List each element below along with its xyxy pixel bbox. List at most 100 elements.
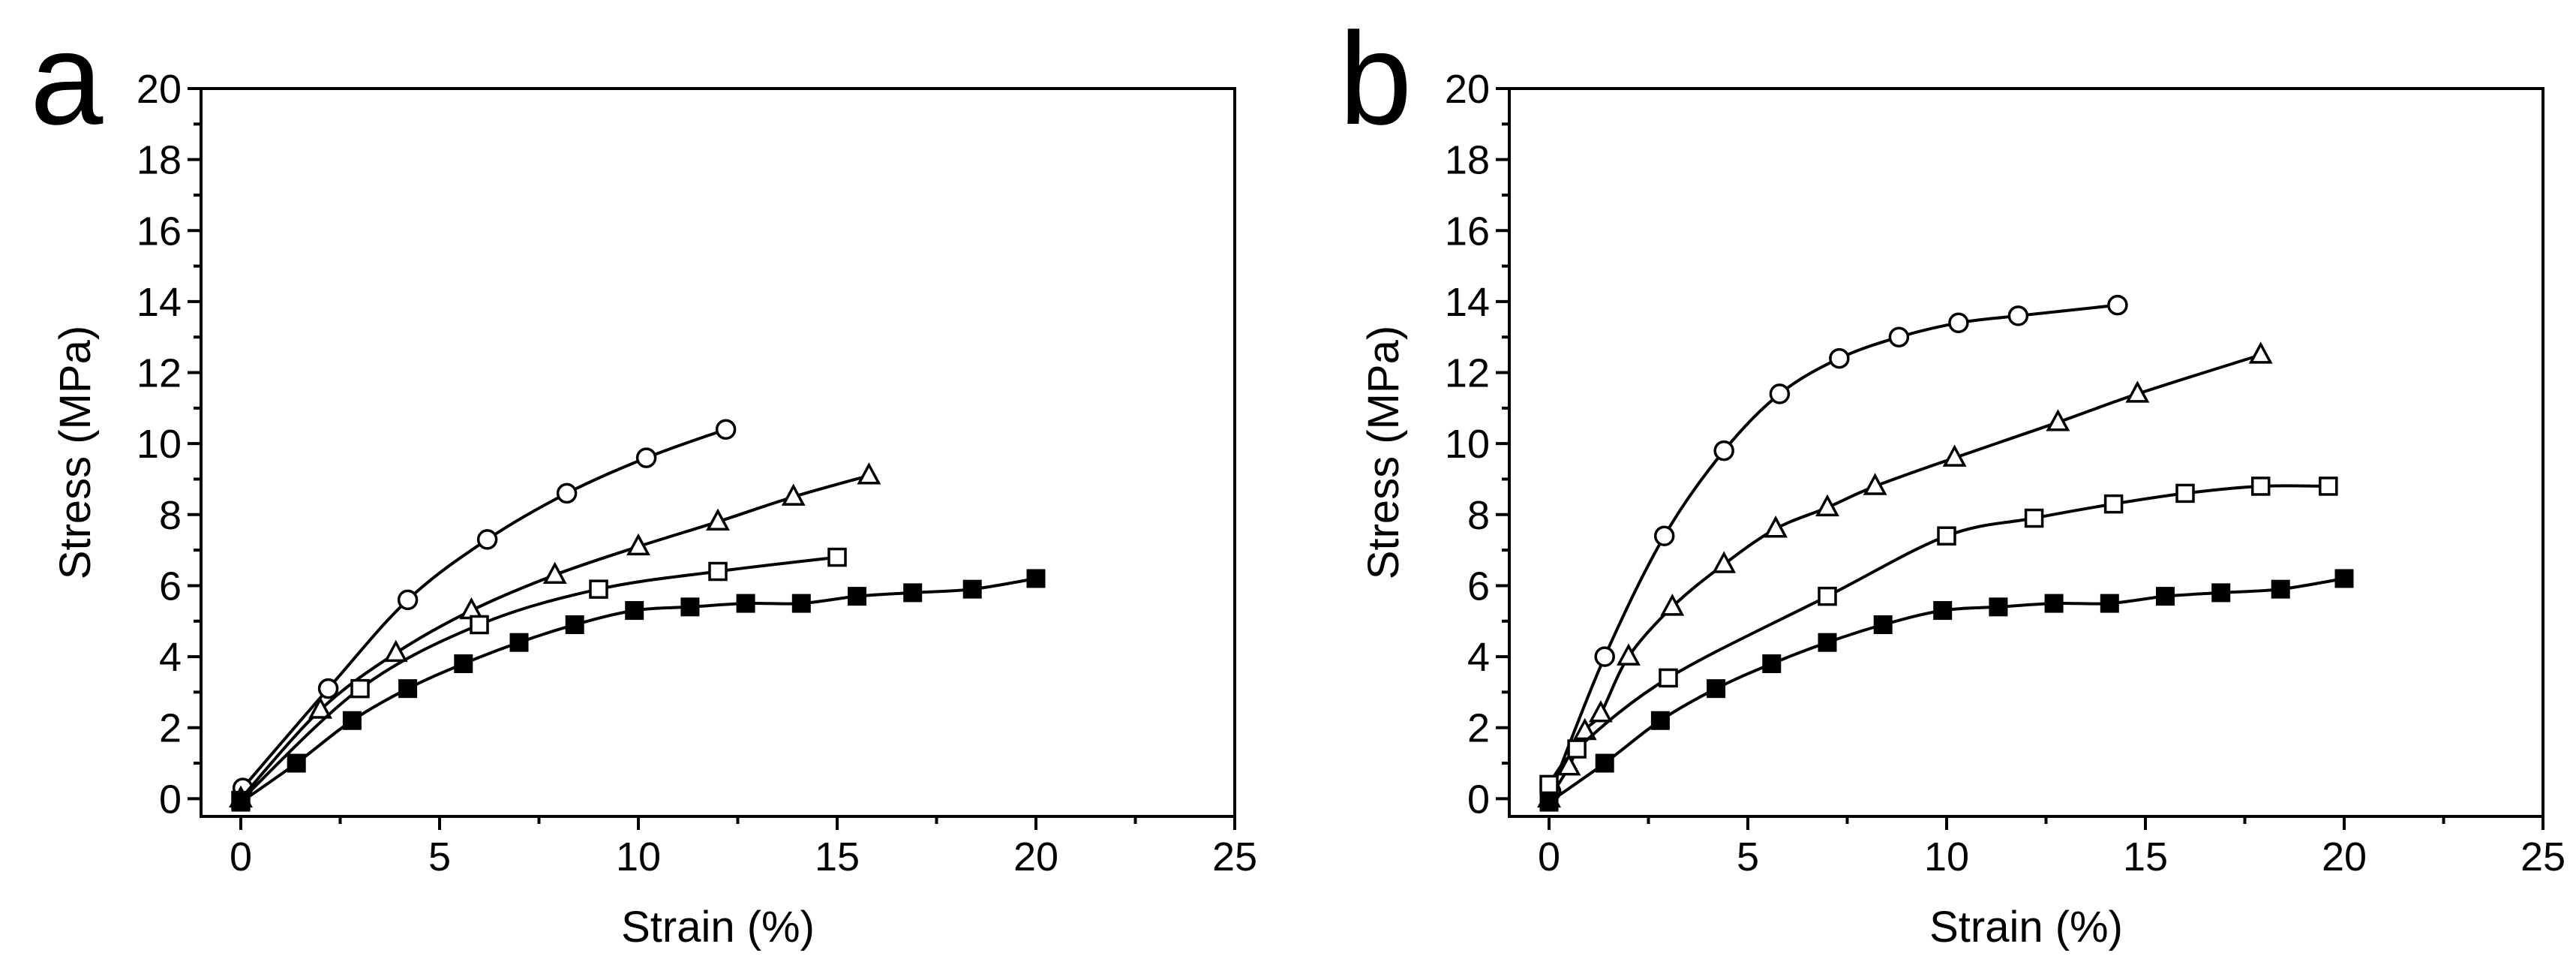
data-point-square-filled — [2100, 594, 2119, 613]
x-tick-label: 20 — [1013, 834, 1058, 879]
x-tick-label: 15 — [2123, 834, 2168, 879]
data-point-square-filled — [1650, 711, 1670, 730]
panel-a-plot-frame — [200, 87, 1236, 818]
panel-a-y-axis-title: Stress (MPa) — [51, 326, 100, 579]
x-tick-label: 10 — [616, 834, 661, 879]
y-tick-label: 20 — [137, 67, 182, 112]
data-point-triangle — [308, 696, 332, 719]
data-point-circle — [1653, 525, 1675, 546]
data-point-circle — [476, 529, 498, 550]
data-point-square-open — [2250, 476, 2271, 496]
data-point-circle — [1829, 347, 1850, 369]
data-point-triangle — [2248, 341, 2273, 364]
panel-b-letter: b — [1339, 6, 1412, 152]
data-point-circle — [635, 447, 657, 468]
data-point-square-open — [2024, 508, 2044, 528]
y-tick-label: 8 — [159, 493, 182, 538]
y-tick-label: 14 — [1445, 280, 1490, 325]
y-tick-label: 8 — [1467, 493, 1490, 538]
data-point-square-open — [1567, 739, 1587, 759]
panel-b: b Strain (%) Stress (MPa) 0 5 10 15 20 25 0 2 4 6… — [1339, 6, 2565, 951]
panel-b-ticks: 0 5 10 15 20 25 0 2 4 6 8 10 12 14 16 18 20 — [1445, 67, 2565, 879]
data-point-square-filled — [454, 654, 473, 674]
data-point-square-filled — [2044, 594, 2064, 613]
data-point-triangle — [1815, 494, 1839, 517]
panel-a-series — [229, 419, 1046, 812]
data-point-square-filled — [962, 579, 982, 599]
y-tick-label: 10 — [1445, 422, 1490, 467]
data-point-circle — [715, 419, 737, 440]
x-tick-label: 5 — [428, 834, 451, 879]
y-tick-label: 4 — [159, 635, 182, 680]
data-point-square-filled — [1762, 654, 1782, 674]
data-point-triangle — [1660, 594, 1685, 616]
data-point-square-open — [350, 678, 370, 699]
data-point-square-open — [589, 579, 608, 599]
data-point-square-open — [1818, 586, 1837, 606]
data-point-circle — [317, 678, 339, 699]
data-point-triangle — [1712, 551, 1737, 573]
data-point-square-filled — [736, 594, 755, 613]
series-line-triangle — [239, 473, 869, 800]
data-point-triangle — [706, 508, 730, 531]
x-tick-label: 0 — [230, 834, 252, 879]
x-tick-label: 0 — [1538, 834, 1560, 879]
panel-a-ticks: 0 5 10 15 20 25 0 2 4 6 8 10 12 14 16 18 20 — [137, 67, 1257, 879]
data-point-square-filled — [1873, 615, 1893, 634]
data-point-square-open — [827, 547, 847, 567]
y-tick-label: 16 — [137, 209, 182, 254]
data-point-circle — [1769, 383, 1791, 404]
data-point-circle — [397, 589, 419, 611]
data-point-square-open — [2103, 494, 2124, 514]
data-point-square-filled — [2271, 579, 2290, 599]
y-tick-label: 18 — [137, 138, 182, 183]
y-tick-label: 20 — [1445, 67, 1490, 112]
y-tick-label: 2 — [1467, 706, 1490, 751]
data-point-square-filled — [1707, 679, 1726, 699]
data-point-circle — [1888, 326, 1910, 347]
y-tick-label: 18 — [1445, 138, 1490, 183]
x-tick-label: 5 — [1737, 834, 1759, 879]
series-line-triangle — [1548, 353, 2262, 800]
data-point-square-filled — [509, 633, 529, 652]
y-tick-label: 6 — [1467, 564, 1490, 609]
data-point-square-filled — [398, 679, 418, 699]
x-tick-label: 25 — [2520, 834, 2565, 879]
data-point-square-filled — [1539, 792, 1559, 812]
panel-a-letter: a — [30, 6, 104, 152]
y-tick-label: 0 — [159, 777, 182, 822]
panel-b-plot-frame — [1508, 87, 2544, 818]
data-point-square-filled — [342, 711, 362, 730]
data-point-triangle — [1557, 753, 1581, 776]
data-point-square-open — [1539, 774, 1559, 795]
data-point-square-open — [2175, 483, 2195, 504]
data-point-square-open — [2319, 476, 2338, 496]
data-point-square-open — [470, 615, 489, 635]
data-point-triangle — [383, 639, 408, 663]
data-point-square-filled — [625, 601, 644, 621]
data-point-square-filled — [2156, 587, 2175, 606]
data-point-triangle — [542, 561, 567, 584]
data-point-square-filled — [2334, 569, 2354, 588]
data-point-square-open — [708, 561, 728, 582]
data-point-square-filled — [2211, 583, 2231, 603]
data-point-triangle — [781, 483, 806, 506]
data-point-square-open — [1659, 668, 1678, 688]
data-point-triangle — [1942, 444, 1967, 467]
y-tick-label: 12 — [137, 351, 182, 396]
data-point-circle — [1594, 646, 1615, 667]
data-point-square-filled — [680, 597, 700, 617]
panel-b-series — [1537, 294, 2354, 812]
data-point-triangle — [2125, 380, 2150, 403]
y-tick-label: 4 — [1467, 635, 1490, 680]
x-tick-label: 20 — [2322, 834, 2367, 879]
data-point-triangle — [1617, 643, 1641, 666]
y-tick-label: 10 — [137, 422, 182, 467]
data-point-square-open — [1937, 526, 1956, 546]
data-point-triangle — [857, 462, 881, 485]
data-point-triangle — [626, 533, 650, 556]
data-point-square-filled — [231, 792, 251, 812]
data-point-circle — [556, 482, 578, 504]
data-point-square-filled — [287, 753, 306, 773]
